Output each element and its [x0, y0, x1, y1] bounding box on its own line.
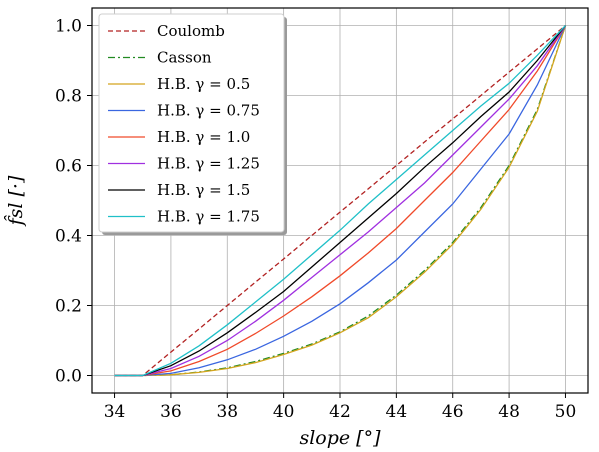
x-tick-label: 34: [104, 402, 126, 422]
legend-label-2: H.B. γ = 0.5: [157, 75, 250, 93]
ticks: 34 36 38 40 42 44 46 48 50 0.0 0.2 0.4 0.6 0.8 1.0: [55, 17, 576, 423]
series-lines: [114, 24, 567, 377]
x-tick-label: 44: [386, 402, 408, 422]
y-tick-label: 0.6: [55, 157, 82, 177]
x-tick-label: 42: [329, 402, 351, 422]
series-line-3: [114, 25, 567, 377]
y-axis-label: f̂sl [·]: [4, 175, 27, 227]
legend: Coulomb Casson H.B. γ = 0.5 H.B. γ = 0.75 H.…: [98, 13, 287, 235]
legend-label-4: H.B. γ = 1.0: [157, 128, 250, 146]
x-tick-label: 38: [216, 402, 238, 422]
x-tick-label: 40: [273, 402, 295, 422]
legend-label-1: Casson: [157, 49, 212, 67]
legend-label-0: Coulomb: [157, 22, 225, 40]
series-line-6: [114, 25, 567, 377]
y-tick-label: 0.4: [55, 227, 82, 247]
series-line-4: [114, 25, 567, 377]
legend-label-6: H.B. γ = 1.5: [157, 181, 250, 199]
series-line-2: [114, 25, 567, 377]
x-tick-label: 36: [160, 402, 182, 422]
series-line-0: [114, 24, 566, 377]
series-line-7: [114, 25, 566, 377]
legend-label-5: H.B. γ = 1.25: [157, 155, 260, 173]
y-tick-label: 0.8: [55, 87, 82, 107]
x-tick-label: 46: [442, 402, 464, 422]
y-tick-label: 1.0: [55, 17, 82, 37]
y-tick-label: 0.0: [55, 367, 82, 387]
legend-label-3: H.B. γ = 0.75: [157, 102, 260, 120]
x-tick-label: 48: [498, 402, 520, 422]
y-tick-label: 0.2: [55, 297, 82, 317]
legend-box: [98, 13, 285, 233]
x-tick-label: 50: [555, 402, 577, 422]
legend-label-7: H.B. γ = 1.75: [157, 208, 260, 226]
x-axis-label: slope [°]: [299, 427, 381, 449]
series-line-5: [114, 25, 567, 377]
